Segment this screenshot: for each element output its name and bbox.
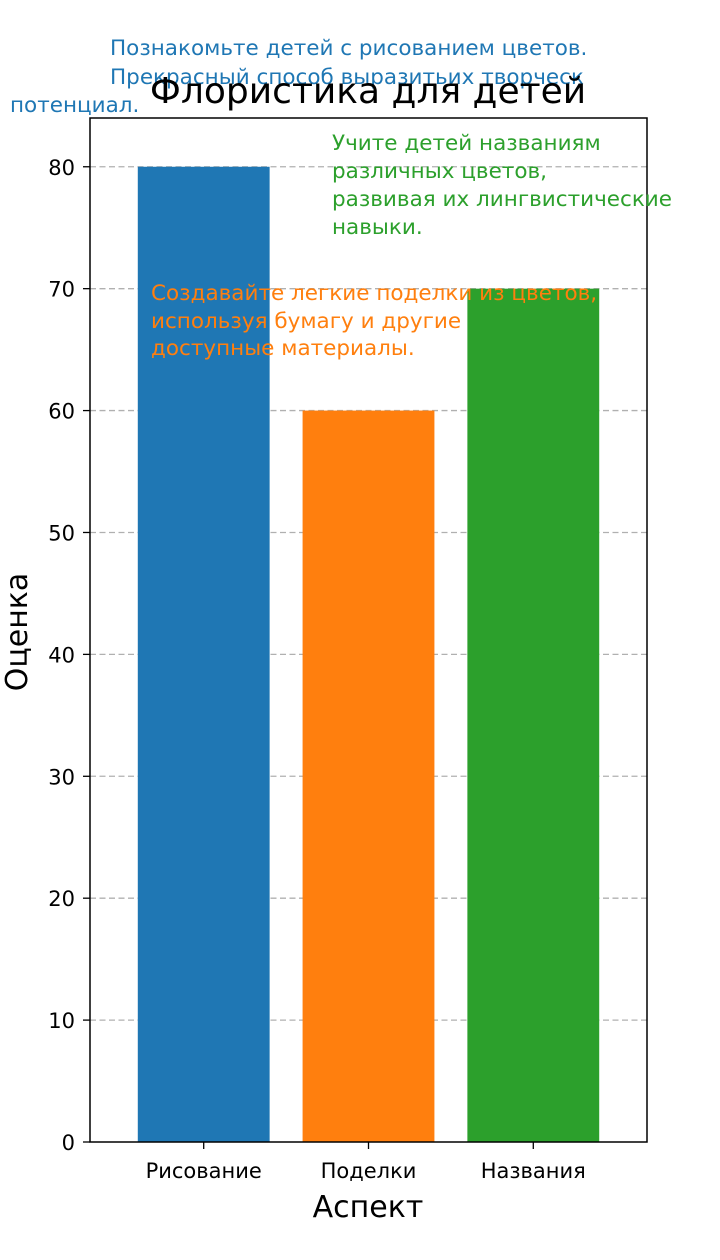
x-axis-label: Аспект [313, 1190, 424, 1225]
x-tick-label: Названия [481, 1159, 586, 1183]
y-tick-label: 30 [48, 765, 75, 789]
y-axis: 0 10 20 30 40 50 60 70 80 [48, 156, 90, 1155]
y-tick-label: 50 [48, 521, 75, 545]
annotation-names: Учите детей названиям различных цветов, … [332, 131, 679, 240]
chart-title: Флористика для детей [150, 71, 586, 112]
y-tick-label: 10 [48, 1009, 75, 1033]
annotation-drawing-line: Прекрасный способ выразитьих творческ [110, 65, 584, 90]
bars-layer [137, 166, 600, 1143]
annotation-drawing-line: Познакомьте детей с рисованием цветов. [110, 36, 587, 61]
y-tick-label: 70 [48, 278, 75, 302]
annotation-names-line: развивая их лингвистические [332, 187, 672, 212]
y-tick-label: 80 [48, 156, 75, 180]
bar [302, 410, 435, 1143]
annotation-names-line: Учите детей названиям [332, 131, 601, 156]
y-tick-label: 0 [62, 1131, 75, 1155]
x-tick-label: Поделки [321, 1159, 417, 1183]
y-tick-label: 60 [48, 400, 75, 424]
annotation-drawing-line: потенциал. [10, 93, 139, 118]
annotation-names-line: различных цветов, [332, 159, 547, 184]
annotation-names-line: навыки. [332, 215, 423, 240]
bar [137, 166, 270, 1142]
x-tick-label: Рисование [146, 1159, 262, 1183]
annotation-crafts-line: доступные материалы. [151, 336, 415, 361]
y-tick-label: 40 [48, 643, 75, 667]
annotation-crafts: Создавайте легкие поделки из цветов, исп… [151, 281, 604, 361]
y-tick-label: 20 [48, 887, 75, 911]
x-axis: Рисование Поделки Названия [146, 1142, 586, 1183]
annotation-crafts-line: используя бумагу и другие [151, 309, 461, 334]
annotation-crafts-line: Создавайте легкие поделки из цветов, [151, 281, 597, 306]
annotation-drawing: Познакомьте детей с рисованием цветов. П… [10, 36, 594, 118]
y-axis-label: Оценка [0, 573, 35, 692]
bar [467, 288, 600, 1143]
